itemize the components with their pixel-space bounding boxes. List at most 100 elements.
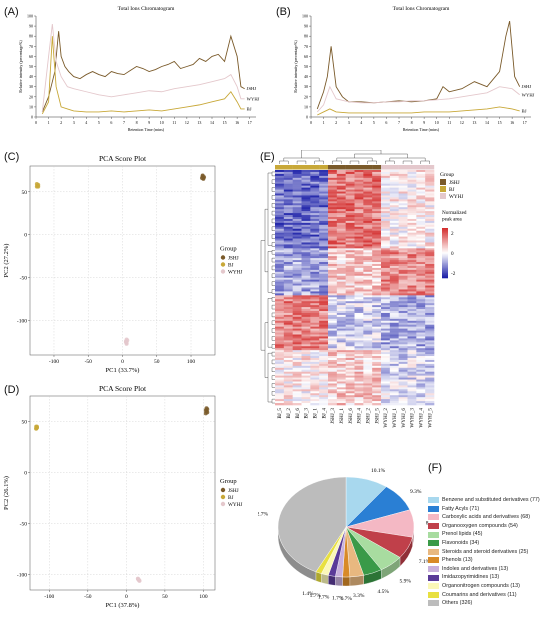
heatmap-cell <box>310 332 320 335</box>
heatmap-cell <box>389 289 399 292</box>
heatmap-cell <box>381 340 391 343</box>
heatmap-cell <box>328 291 338 294</box>
heatmap-cell <box>363 218 373 222</box>
heatmap-cell <box>398 324 408 327</box>
heatmap-cell <box>407 265 417 269</box>
heatmap-cell <box>319 265 329 269</box>
heatmap-cell <box>372 250 382 253</box>
heatmap-cell <box>336 375 346 378</box>
heatmap-cell <box>301 314 311 318</box>
heatmap-cell <box>389 336 399 339</box>
heatmap-cell <box>425 381 435 384</box>
heatmap-cell <box>381 387 391 390</box>
heatmap-cell <box>425 171 435 175</box>
heatmap-cell <box>310 217 320 220</box>
heatmap-cell <box>407 305 417 308</box>
heatmap-cell <box>425 273 435 277</box>
column-label: BJ_6 <box>295 408 301 419</box>
heatmap-cell <box>336 320 346 324</box>
heatmap-cell <box>381 332 391 335</box>
pie-slice-side <box>328 575 336 586</box>
heatmap-cell <box>336 254 346 257</box>
heatmap-cell <box>389 326 399 329</box>
heatmap-cell <box>328 301 338 304</box>
column-dendrogram <box>367 160 377 164</box>
heatmap-cell <box>283 344 293 347</box>
row-dendrogram <box>267 251 272 293</box>
heatmap-cell <box>345 185 355 188</box>
heatmap-cell <box>407 371 417 374</box>
heatmap-cell <box>275 338 285 341</box>
scale-cell <box>442 246 448 249</box>
heatmap-cell <box>328 316 338 320</box>
heatmap-cell <box>292 326 302 329</box>
heatmap-cell <box>416 234 426 237</box>
heatmap-cell <box>381 365 391 369</box>
heatmap-cell <box>398 197 408 200</box>
row-dendrogram <box>271 179 275 184</box>
heatmap-cell <box>381 256 391 259</box>
heatmap-cell <box>381 316 391 320</box>
column-label: WYHJ_5 <box>427 408 433 428</box>
heatmap-cell <box>389 311 399 314</box>
heatmap-cell <box>319 246 329 249</box>
heatmap-cell <box>275 312 285 316</box>
heatmap-cell <box>275 203 285 206</box>
heatmap-cell <box>389 199 399 202</box>
heatmap-cell <box>381 358 391 361</box>
heatmap-cell <box>292 354 302 357</box>
heatmap-cell <box>407 387 417 390</box>
heatmap-cell <box>425 173 435 177</box>
heatmap-cell <box>319 170 329 173</box>
y-tick-label: 80 <box>304 34 308 39</box>
heatmap-cell <box>310 324 320 327</box>
point-bj <box>36 184 41 189</box>
heatmap-cell <box>336 332 346 335</box>
heatmap-cell <box>336 281 346 284</box>
heatmap-cell <box>292 365 302 369</box>
heatmap-cell <box>354 197 364 200</box>
heatmap-cell <box>275 342 285 345</box>
y-tick-label: 60 <box>29 54 33 59</box>
heatmap-cell <box>398 369 408 373</box>
heatmap-cell <box>310 289 320 292</box>
heatmap-cell <box>381 218 391 222</box>
column-label: BJ_2 <box>286 408 292 419</box>
heatmap-cell <box>407 324 417 327</box>
heatmap-cell <box>319 238 329 241</box>
heatmap-cell <box>398 356 408 359</box>
legend-marker-bj <box>220 262 226 267</box>
heatmap-cell <box>292 252 302 255</box>
heatmap-cell <box>345 179 355 183</box>
heatmap-cell <box>336 283 346 286</box>
heatmap-cell <box>354 385 364 388</box>
legend-label: BJ <box>228 263 233 269</box>
heatmap-cell <box>398 191 408 194</box>
heatmap-cell <box>345 175 355 179</box>
heatmap-cell <box>345 260 355 263</box>
heatmap-cell <box>283 336 293 339</box>
heatmap-cell <box>275 242 285 245</box>
heatmap-cell <box>283 189 293 192</box>
heatmap-cell <box>363 373 373 376</box>
heatmap-cell <box>275 301 285 304</box>
heatmap-cell <box>283 218 293 222</box>
heatmap-cell <box>398 322 408 326</box>
heatmap-cell <box>275 201 285 204</box>
pie-percent-label: 3.3% <box>353 593 365 599</box>
heatmap-cell <box>363 350 373 353</box>
heatmap-cell <box>363 403 373 406</box>
heatmap-cell <box>275 246 285 249</box>
heatmap-cell <box>372 346 382 349</box>
heatmap-cell <box>425 205 435 208</box>
heatmap-cell <box>398 213 408 216</box>
heatmap-cell <box>381 389 391 392</box>
heatmap-cell <box>425 293 435 296</box>
heatmap-cell <box>301 359 311 363</box>
heatmap-cell <box>425 267 435 271</box>
heatmap-cell <box>345 354 355 357</box>
heatmap-cell <box>336 383 346 386</box>
heatmap-cell <box>310 230 320 233</box>
legend-swatch <box>428 548 439 555</box>
point-bj <box>34 424 39 429</box>
